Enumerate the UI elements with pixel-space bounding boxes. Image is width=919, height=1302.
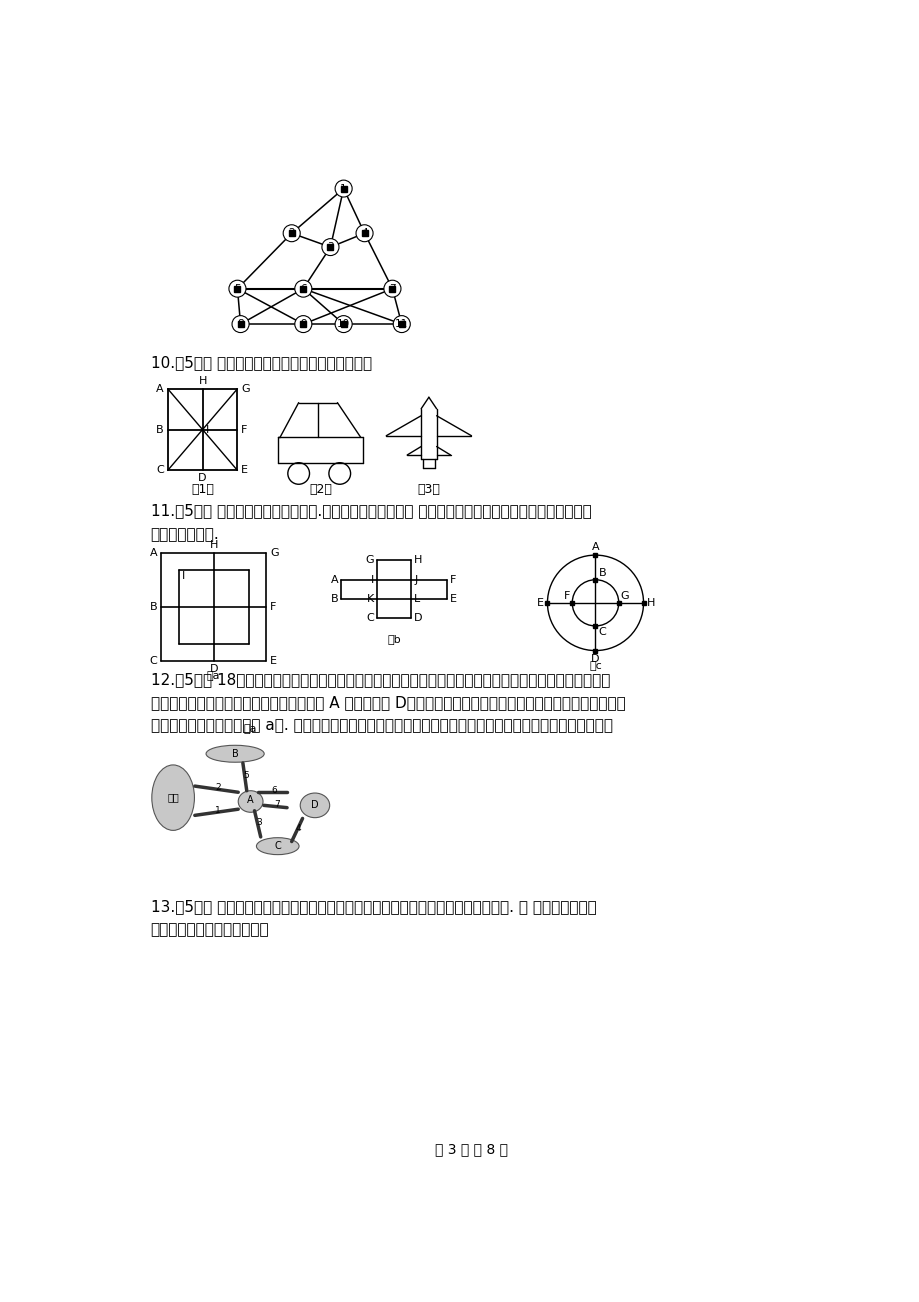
Ellipse shape xyxy=(152,766,194,831)
Text: C: C xyxy=(156,465,164,475)
Text: C: C xyxy=(598,628,606,638)
Text: 11: 11 xyxy=(394,319,408,329)
Text: F: F xyxy=(241,424,247,435)
Text: B: B xyxy=(330,594,338,604)
Text: B: B xyxy=(150,602,157,612)
Text: G: G xyxy=(269,548,278,557)
Text: A: A xyxy=(150,548,157,557)
Text: C: C xyxy=(274,841,281,852)
Text: E: E xyxy=(537,598,544,608)
Text: I: I xyxy=(370,574,373,585)
Text: 图a: 图a xyxy=(207,671,220,681)
Text: H: H xyxy=(646,598,654,608)
Text: 7: 7 xyxy=(274,801,279,810)
Text: F: F xyxy=(563,591,570,602)
Text: 第 3 页 共 8 页: 第 3 页 共 8 页 xyxy=(435,1142,507,1156)
Text: B: B xyxy=(156,424,164,435)
Text: D: D xyxy=(311,801,318,810)
Text: D: D xyxy=(591,654,599,664)
Text: 和两个小岛连接起来（如图 a）. 如果游人要一次走过这七座桥，而且对每座桥只许走一次，问如何走才能成功？: 和两个小岛连接起来（如图 a）. 如果游人要一次走过这七座桥，而且对每座桥只许走… xyxy=(151,719,612,733)
Circle shape xyxy=(294,280,312,297)
Text: E: E xyxy=(241,465,248,475)
Text: 4: 4 xyxy=(361,228,368,238)
Text: 一次不重复地走遇这七座桥？: 一次不重复地走遇这七座桥？ xyxy=(151,922,269,937)
Text: I: I xyxy=(206,424,209,435)
Text: F: F xyxy=(269,602,276,612)
Text: H: H xyxy=(199,376,207,385)
Text: B: B xyxy=(598,568,606,578)
Text: 6: 6 xyxy=(300,284,306,294)
Text: D: D xyxy=(210,664,218,673)
Ellipse shape xyxy=(300,793,329,818)
Circle shape xyxy=(232,315,249,332)
Text: D: D xyxy=(414,613,422,624)
Text: H: H xyxy=(210,540,218,549)
Text: 2: 2 xyxy=(215,783,221,792)
Text: 2: 2 xyxy=(288,228,295,238)
Text: 3: 3 xyxy=(256,818,262,827)
Text: （1）: （1） xyxy=(191,483,214,496)
Text: 10.（5分） 观察下面的图，看各至少用几笔画成？: 10.（5分） 观察下面的图，看各至少用几笔画成？ xyxy=(151,355,371,370)
Text: 1: 1 xyxy=(340,184,346,194)
Text: 11.（5分） 判断下列图形能否一笔画.若能，请给出一种画法 若不能，请加一条线或去一条线，将其改成: 11.（5分） 判断下列图形能否一笔画.若能，请给出一种画法 若不能，请加一条线… xyxy=(151,503,591,518)
Text: A: A xyxy=(591,542,598,552)
Circle shape xyxy=(294,315,312,332)
Circle shape xyxy=(383,280,401,297)
Text: F: F xyxy=(449,574,456,585)
Text: G: G xyxy=(241,384,250,393)
Text: 河流: 河流 xyxy=(167,793,179,802)
Circle shape xyxy=(322,238,338,255)
Text: 5: 5 xyxy=(244,771,249,780)
Text: G: G xyxy=(619,591,629,602)
Circle shape xyxy=(392,315,410,332)
Text: G: G xyxy=(365,556,373,565)
Text: 9: 9 xyxy=(300,319,306,329)
Text: 图c: 图c xyxy=(588,661,601,672)
Text: C: C xyxy=(150,656,157,665)
Text: B: B xyxy=(232,749,238,759)
Text: 7: 7 xyxy=(389,284,395,294)
Text: 可一笔画的图形.: 可一笔画的图形. xyxy=(151,527,219,543)
Text: C: C xyxy=(366,613,373,624)
Text: A: A xyxy=(156,384,164,393)
Circle shape xyxy=(335,180,352,197)
Text: D: D xyxy=(199,474,207,483)
Text: H: H xyxy=(414,556,422,565)
Text: 5: 5 xyxy=(233,284,241,294)
Text: J: J xyxy=(414,574,417,585)
Text: 6: 6 xyxy=(271,786,277,796)
Ellipse shape xyxy=(206,745,264,762)
Ellipse shape xyxy=(256,837,299,854)
Text: A: A xyxy=(247,796,254,805)
Text: I: I xyxy=(181,570,185,581)
Text: 13.（5分） 如下图所示，两条河流的交汇处有两个岛，有七座桥连接这两个岛及河岘. 问 一个散步者能否: 13.（5分） 如下图所示，两条河流的交汇处有两个岛，有七座桥连接这两个岛及河岘… xyxy=(151,900,596,914)
Text: E: E xyxy=(269,656,277,665)
Text: 12.（5分） 18世纪的哥尼斯堡城是一座美丽的城市，在这座城市中有一条布勒格尔河横贯城区，这条河有两: 12.（5分） 18世纪的哥尼斯堡城是一座美丽的城市，在这座城市中有一条布勒格尔… xyxy=(151,672,609,687)
Text: 条支流在城市中心汇合，汇合处有一座小岛 A 和一座半岛 D，人们在这里建了一座公园，公园中有七座桥把河两岘: 条支流在城市中心汇合，汇合处有一座小岛 A 和一座半岛 D，人们在这里建了一座公… xyxy=(151,695,625,710)
Text: 10: 10 xyxy=(336,319,350,329)
Text: 1: 1 xyxy=(215,806,221,815)
Circle shape xyxy=(229,280,245,297)
Text: （3）: （3） xyxy=(417,483,440,496)
Text: 3: 3 xyxy=(327,242,334,253)
Circle shape xyxy=(335,315,352,332)
Text: K: K xyxy=(366,594,373,604)
Circle shape xyxy=(356,225,373,242)
Text: （2）: （2） xyxy=(309,483,332,496)
Text: 8: 8 xyxy=(237,319,244,329)
Text: 图a: 图a xyxy=(244,724,257,734)
Text: 图b: 图b xyxy=(387,634,401,643)
Ellipse shape xyxy=(238,790,263,812)
Circle shape xyxy=(283,225,300,242)
Text: 4: 4 xyxy=(296,824,301,833)
Text: E: E xyxy=(449,594,457,604)
Text: A: A xyxy=(330,574,338,585)
Text: L: L xyxy=(414,594,420,604)
